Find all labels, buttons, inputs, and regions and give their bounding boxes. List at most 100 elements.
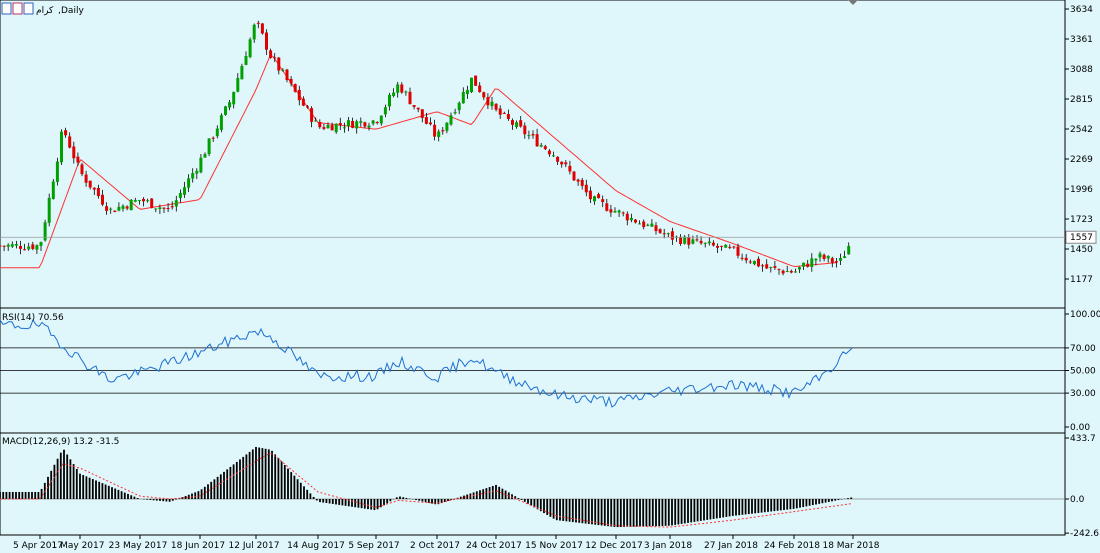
candle-body <box>535 134 539 147</box>
time-tick-label: 24 Feb 2018 <box>764 541 820 551</box>
candle-body <box>39 242 43 246</box>
candle-body <box>2 245 6 247</box>
candle-body <box>728 246 732 248</box>
candle-body <box>777 269 781 271</box>
candle-body <box>150 198 154 209</box>
candle-body <box>621 212 625 214</box>
candle-body <box>474 75 478 86</box>
macd-tick-label: 433.7 <box>1070 434 1096 444</box>
price-tick-label: 3361 <box>1070 35 1093 45</box>
candle-body <box>293 84 297 92</box>
candle-body <box>289 78 293 84</box>
candle-body <box>646 224 650 226</box>
time-tick-label: 2 Oct 2017 <box>410 541 460 551</box>
price-tick-label: 2542 <box>1070 125 1093 135</box>
candle-body <box>609 209 613 213</box>
candle-body <box>158 207 162 209</box>
candle-body <box>375 122 379 124</box>
candle-body <box>297 89 301 101</box>
icon-blue-square-2[interactable] <box>23 2 34 15</box>
candle-body <box>441 130 445 132</box>
candle-body <box>154 208 158 210</box>
candle-body <box>88 180 92 188</box>
candle-body <box>51 181 55 200</box>
candle-body <box>666 233 670 235</box>
candle-body <box>634 219 637 223</box>
time-tick-label: 18 Mar 2018 <box>822 541 879 551</box>
time-tick-label: 3 Jan 2018 <box>644 541 692 551</box>
candle-body <box>732 246 736 248</box>
candle-body <box>236 78 240 92</box>
candle-body <box>60 131 63 163</box>
candle-body <box>556 156 560 162</box>
price-tick-label: 3634 <box>1070 5 1093 15</box>
candle-body <box>351 120 355 128</box>
candle-body <box>658 229 662 233</box>
candle-body <box>629 217 633 221</box>
candle-body <box>720 245 724 247</box>
rsi-line <box>0 318 853 408</box>
candle-body <box>306 106 309 108</box>
candle-body <box>420 109 424 118</box>
rsi-tick-label: 100.00 <box>1070 310 1100 320</box>
candle-body <box>277 57 281 71</box>
macd-panel-frame <box>0 432 1066 536</box>
candle-body <box>383 107 387 115</box>
chart-period: Daily <box>61 6 84 16</box>
candle-body <box>781 270 785 274</box>
price-tick-label: 2815 <box>1070 95 1093 105</box>
candle-body <box>310 108 314 122</box>
candle-body <box>400 84 404 93</box>
candle-body <box>506 113 510 120</box>
icon-red-square[interactable] <box>12 2 23 15</box>
candle-body <box>773 266 777 268</box>
candle-body <box>523 125 527 135</box>
candle-body <box>31 244 35 249</box>
time-tick-label: 5 Apr 2017 <box>13 541 63 551</box>
last-price-marker: 1557 <box>0 230 1097 244</box>
candle-body <box>511 120 514 125</box>
candle-body <box>367 125 371 128</box>
scroll-marker-icon[interactable] <box>848 0 858 5</box>
candle-body <box>96 187 100 197</box>
candle-body <box>810 258 814 267</box>
candle-body <box>527 135 531 137</box>
candle-body <box>593 196 596 202</box>
macd-signal-line <box>0 452 853 528</box>
candle-body <box>252 24 256 40</box>
candle-body <box>281 69 285 71</box>
candle-body <box>330 125 334 131</box>
candle-body <box>416 107 420 110</box>
candle-body <box>19 245 22 249</box>
candle-body <box>625 213 629 221</box>
candle-body <box>109 208 113 210</box>
icon-blue-square[interactable] <box>1 2 12 15</box>
candle-body <box>228 102 232 108</box>
candle-body <box>486 97 490 106</box>
candle-body <box>670 231 674 240</box>
candle-body <box>260 23 264 34</box>
candle-body <box>826 256 830 259</box>
candle-body <box>84 174 88 183</box>
candle-body <box>839 258 842 261</box>
candle-body <box>740 257 744 259</box>
candle-body <box>617 210 621 213</box>
candle-body <box>195 170 199 174</box>
candle-body <box>502 112 506 114</box>
candle-body <box>687 237 691 245</box>
candle-body <box>478 85 482 93</box>
candle-body <box>113 210 117 213</box>
candle-body <box>23 249 27 251</box>
time-tick-label: 24 Oct 2017 <box>466 541 522 551</box>
candle-body <box>716 245 719 248</box>
candle-body <box>576 179 580 182</box>
candle-body <box>433 124 437 137</box>
candle-body <box>342 127 346 129</box>
candle-body <box>269 50 273 58</box>
candle-body <box>76 156 80 163</box>
macd-axis: 433.7 0.0 -242.6 <box>1065 434 1099 539</box>
time-tick-label: 5 Sep 2017 <box>348 541 399 551</box>
candle-body <box>162 207 166 209</box>
